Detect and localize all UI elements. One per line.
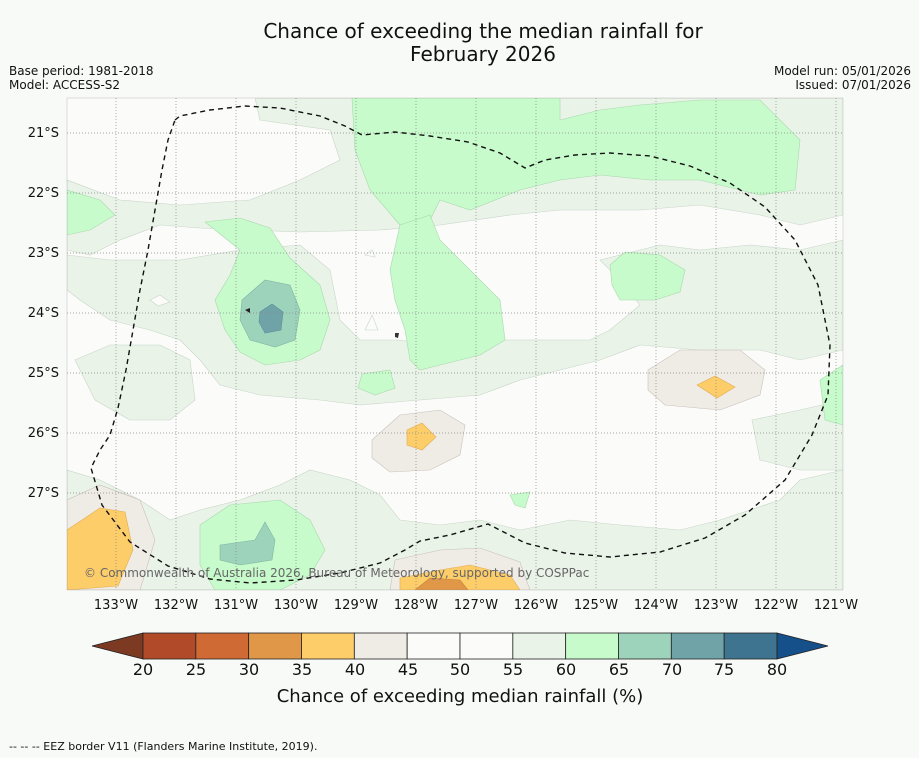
lon-label-132w: 132°W — [153, 598, 199, 613]
model-name: Model: ACCESS-S2 — [9, 78, 121, 92]
probability-30-35-region — [414, 577, 469, 590]
colorbar-tick-40: 40 — [344, 660, 366, 679]
colorbar-segment-60-65 — [565, 632, 619, 660]
eez-border-legend: -- -- -- EEZ border V11 (Flanders Marine… — [9, 740, 318, 753]
title-line-1: Chance of exceeding the median rainfall … — [263, 19, 703, 43]
lon-label-128w: 128°W — [393, 598, 439, 613]
copyright-notice: © Commonwealth of Australia 2026, Bureau… — [84, 566, 590, 580]
grid-lines — [67, 98, 843, 590]
lon-label-129w: 129°W — [333, 598, 379, 613]
colorbar-tick-55: 55 — [502, 660, 524, 679]
colorbar-segment-35-40 — [301, 632, 355, 660]
colorbar-segment-65-70 — [618, 632, 672, 660]
model-run: Model run: 05/01/2026 — [773, 64, 911, 78]
colorbar-segment-30-35 — [248, 632, 302, 660]
issued-date: Issued: 07/01/2026 — [795, 78, 911, 92]
colorbar-segment-25-30 — [195, 632, 250, 660]
colorbar-segment-75-80 — [723, 632, 778, 660]
lon-label-127w: 127°W — [453, 598, 499, 613]
lon-label-130w: 130°W — [273, 598, 319, 613]
lon-label-121w: 121°W — [813, 598, 859, 613]
probability-specks — [149, 249, 399, 338]
colorbar-title: Chance of exceeding median rainfall (%) — [276, 686, 644, 707]
lon-label-125w: 125°W — [573, 598, 619, 613]
colorbar-segment-55-60 — [512, 632, 567, 660]
colorbar-segments — [142, 632, 778, 660]
lon-label-126w: 126°W — [513, 598, 559, 613]
colorbar-tick-20: 20 — [132, 660, 154, 679]
lat-label-23s: 23°S — [27, 246, 59, 261]
colorbar-segment-50-55 — [459, 632, 514, 660]
colorbar-tick-30: 30 — [238, 660, 260, 679]
probability-70-75-region — [258, 303, 284, 334]
colorbar-tick-65: 65 — [608, 660, 630, 679]
colorbar-tick-80: 80 — [766, 660, 788, 679]
colorbar-tick-45: 45 — [397, 660, 419, 679]
lon-label-131w: 131°W — [213, 598, 259, 613]
colorbar-segment-45-50 — [406, 632, 461, 660]
lat-label-24s: 24°S — [27, 306, 59, 321]
colorbar-tick-70: 70 — [661, 660, 683, 679]
lon-label-122w: 122°W — [753, 598, 799, 613]
colorbar-extension-high — [776, 632, 829, 660]
lon-label-123w: 123°W — [693, 598, 739, 613]
lat-label-22s: 22°S — [27, 186, 59, 201]
lat-label-21s: 21°S — [27, 126, 59, 141]
colorbar-tick-25: 25 — [185, 660, 207, 679]
lat-label-25s: 25°S — [27, 366, 59, 381]
colorbar-segment-20-25 — [142, 632, 197, 660]
colorbar-tick-35: 35 — [291, 660, 313, 679]
lon-label-124w: 124°W — [633, 598, 679, 613]
lon-label-133w: 133°W — [93, 598, 139, 613]
map-frame — [67, 98, 843, 590]
colorbar-segment-70-75 — [670, 632, 725, 660]
title-line-2: February 2026 — [410, 42, 556, 66]
lat-label-27s: 27°S — [27, 486, 59, 501]
colorbar-tick-75: 75 — [713, 660, 735, 679]
eez-border — [90, 105, 831, 584]
colorbar-tick-60: 60 — [555, 660, 577, 679]
colorbar — [91, 632, 829, 660]
colorbar-segment-40-45 — [353, 632, 408, 660]
colorbar-extension-low — [91, 632, 144, 660]
base-period: Base period: 1981-2018 — [9, 64, 154, 78]
map-border — [66, 97, 844, 591]
lat-label-26s: 26°S — [27, 426, 59, 441]
colorbar-tick-50: 50 — [449, 660, 471, 679]
